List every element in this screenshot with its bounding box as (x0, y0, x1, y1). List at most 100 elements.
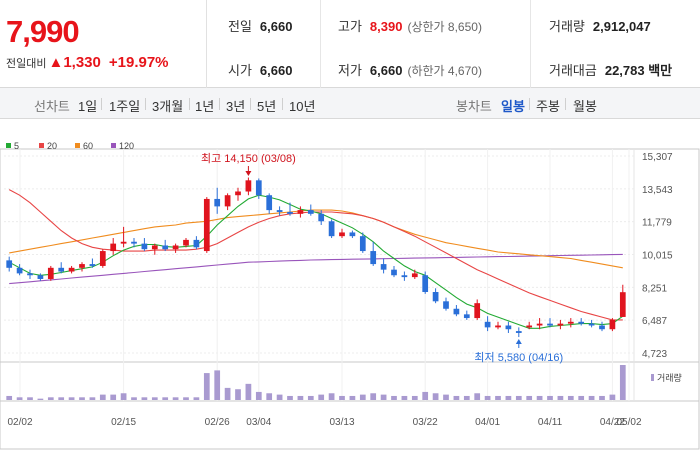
period-3y-tab[interactable]: 3년 (226, 99, 246, 114)
separator (282, 98, 283, 110)
high-annotation: 최고 14,150 (03/08) (201, 152, 296, 165)
period-1d-tab[interactable]: 1일 (78, 99, 98, 114)
candle-body (214, 198, 221, 207)
stat-value: 8,390 (369, 19, 403, 34)
legend-swatch (39, 143, 44, 148)
volume-bar (391, 395, 397, 400)
period-3m-tab[interactable]: 3개월 (152, 99, 184, 114)
current-price: 7,990 (6, 14, 80, 49)
candle-body (99, 251, 106, 266)
volume-bar (349, 395, 356, 400)
volume-bar (16, 397, 23, 400)
volume-bar (58, 397, 65, 400)
volume-bar (183, 397, 189, 400)
candle-body (495, 325, 501, 328)
candle-body (578, 321, 585, 324)
volume-bar (422, 391, 429, 400)
volume-bar (380, 394, 387, 400)
candle-body (297, 210, 304, 214)
candle-body (547, 323, 553, 326)
volume-bar (79, 397, 85, 400)
candle-body (6, 260, 13, 268)
volume-bar (120, 393, 127, 400)
candle-body (484, 321, 491, 328)
stat-label: 거래량 (549, 19, 585, 34)
candle-body (339, 232, 345, 237)
legend-swatch (75, 143, 80, 148)
y-tick-label: 15,307 (642, 152, 673, 163)
stat-amount: 거래대금 22,783 백만 (549, 60, 672, 79)
volume-bar (214, 370, 221, 400)
candle-body (619, 292, 626, 317)
period-5y-tab[interactable]: 5년 (257, 99, 277, 114)
legend-label: 20 (47, 141, 57, 151)
candle-body (47, 267, 54, 279)
candle-body (58, 267, 65, 272)
period-10y-tab[interactable]: 10년 (289, 99, 316, 114)
stat-value: 22,783 백만 (604, 63, 673, 78)
volume-bar (484, 395, 491, 400)
volume-bar (619, 365, 626, 400)
separator (101, 98, 102, 110)
volume-bar (99, 394, 106, 400)
volume-bar (547, 395, 553, 400)
volume-bar (318, 394, 325, 400)
price-box: 7,990 전일대비 ▲1,330 +19.97% (0, 0, 207, 88)
stat-label: 고가 (338, 19, 362, 34)
volume-bar (203, 373, 210, 400)
candle-body (110, 243, 117, 252)
y-tick-label: 11,779 (642, 218, 672, 229)
line-chart-label: 선차트 (34, 99, 70, 114)
candle-body (318, 213, 325, 222)
stat-volume: 거래량 2,912,047 (549, 16, 651, 35)
candle-body (515, 331, 522, 333)
volume-bar (224, 387, 231, 400)
volume-bar (515, 395, 522, 400)
candle-body (328, 221, 335, 237)
candle-daily-tab[interactable]: 일봉 (501, 99, 525, 114)
period-1y-tab[interactable]: 1년 (195, 99, 215, 114)
stock-chart[interactable]: 15,307 13,543 11,779 10,015 8,251 6,487 4,723 0… (0, 119, 700, 450)
candle-body (463, 314, 470, 319)
stat-value: 6,660 (369, 63, 403, 78)
candle-body (224, 195, 231, 207)
candle-body (422, 275, 429, 293)
y-tick-label: 6,487 (642, 316, 667, 327)
x-tick-label: 05/02 (616, 417, 641, 428)
candle-chart-label: 봉차트 (456, 99, 492, 114)
legend-label: 120 (119, 141, 134, 151)
candle-body (172, 245, 179, 250)
stat-label: 시가 (228, 63, 252, 78)
volume-bar (526, 395, 533, 400)
volume-bar (401, 395, 408, 400)
candle-body (349, 232, 356, 237)
candle-body (307, 210, 314, 214)
chart-frame (0, 148, 700, 450)
candle-body (193, 239, 200, 248)
candle-body (79, 264, 85, 268)
x-tick-label: 04/01 (475, 417, 500, 428)
candle-body (567, 321, 574, 324)
volume-bar (495, 395, 501, 400)
ma5-line (8, 194, 624, 329)
candle-body (474, 303, 481, 319)
volume-bar (536, 395, 543, 400)
stat-high: 고가 8,390 (상한가 8,650) (338, 16, 482, 35)
candle-body (599, 325, 605, 330)
volume-bar (245, 383, 252, 400)
y-tick-label: 13,543 (642, 185, 673, 196)
candle-weekly-tab[interactable]: 주봉 (536, 99, 560, 114)
price-change-percent: +19.97% (108, 54, 169, 71)
volume-bar (578, 395, 585, 400)
volume-bar (37, 398, 44, 400)
candle-monthly-tab[interactable]: 월봉 (573, 99, 597, 114)
candle-body (609, 319, 616, 330)
volume-bar (609, 394, 616, 400)
low-annotation: 최저 5,580 (04/16) (474, 351, 563, 364)
candle-body (391, 269, 397, 276)
candle-body (453, 308, 460, 315)
separator (529, 98, 530, 110)
volume-bar (110, 394, 117, 400)
period-1w-tab[interactable]: 1주일 (109, 99, 141, 114)
x-tick-label: 03/13 (329, 417, 354, 428)
